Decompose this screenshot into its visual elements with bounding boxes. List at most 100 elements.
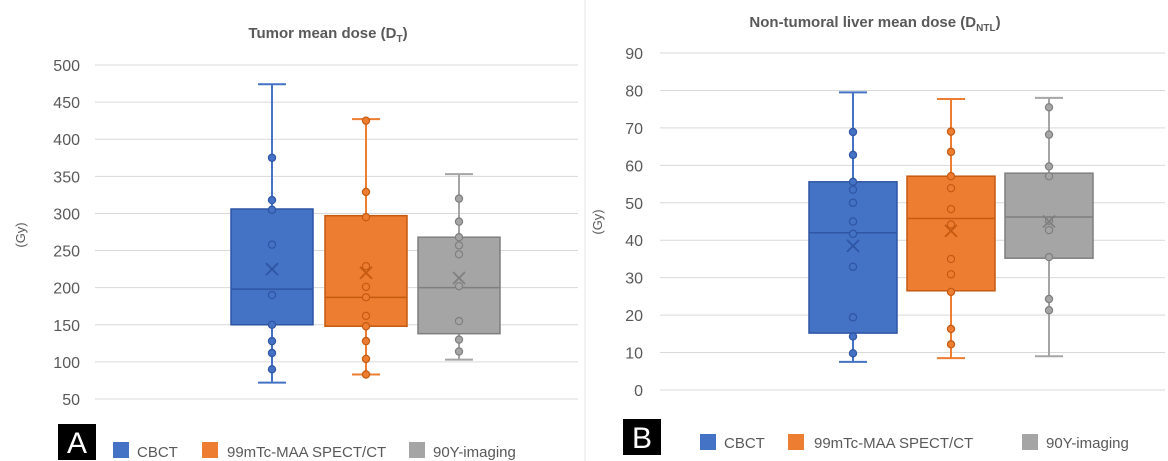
chart-a-90y-point (454, 281, 464, 291)
chart-a-maa-point (361, 261, 371, 271)
chart-a-maa-point (361, 116, 371, 125)
legend-b-cbct-label: CBCT (724, 435, 765, 452)
chart-a-maa-point (361, 282, 371, 292)
chart-b-maa-point (946, 324, 956, 334)
legend-b-cbct-swatch (700, 434, 716, 450)
chart-a-cbct-point (267, 153, 277, 162)
chart-b-ytick-label: 40 (625, 233, 643, 250)
chart-b-ytick-label: 20 (625, 308, 643, 325)
chart-a-maa-point (361, 354, 371, 364)
chart-a-cbct-point (267, 205, 277, 214)
panel-a-label-box (58, 424, 96, 460)
chart-a-maa-box-group (324, 116, 408, 379)
chart-b-maa-point (946, 287, 956, 297)
chart-b-cbct-point (848, 177, 858, 187)
chart-b-cbct-point (848, 332, 858, 341)
chart-b-title: Non-tumoral liver mean dose (DNTL) (749, 14, 1000, 34)
chart-b-ytick-label: 30 (625, 271, 643, 288)
legend-a-90y-swatch (409, 442, 425, 458)
chart-a-maa-point (361, 370, 371, 379)
chart-b-cbct-mean-marker (846, 239, 860, 253)
chart-a-cbct-point (267, 365, 277, 374)
chart-a-maa-point (361, 212, 371, 222)
chart-a-cbct-box (230, 208, 314, 326)
panel-b-label-box (623, 419, 661, 455)
chart-b-maa-point (946, 204, 956, 214)
chart-a-90y-point (454, 347, 464, 356)
chart-a-maa-mean-marker (359, 266, 373, 280)
chart-a-ytick-label: 100 (53, 355, 80, 372)
chart-a-maa-point (361, 336, 371, 346)
chart-b-90y-box (1004, 172, 1094, 259)
chart-a-plot (230, 83, 501, 384)
chart-a-90y-point (454, 241, 464, 250)
chart-a-cbct-point (267, 336, 277, 346)
chart-b-90y-point (1044, 306, 1054, 315)
chart-a-ytick-label: 150 (53, 318, 80, 335)
chart-b-ytick-label: 10 (625, 346, 643, 363)
chart-b-legend: CBCT 99mTc-MAA SPECT/CT 90Y-imaging (700, 434, 1129, 452)
legend-b-90y-swatch (1022, 434, 1038, 450)
chart-a-title: Tumor mean dose (DT) (248, 25, 407, 45)
chart-a-ytick-label: 50 (62, 392, 80, 409)
chart-b-cbct-point (848, 229, 858, 239)
chart-b-cbct-box (808, 181, 898, 334)
chart-b-90y-point (1044, 162, 1054, 171)
chart-b-90y-point (1044, 130, 1054, 139)
chart-b-cbct-point (848, 150, 858, 160)
chart-a-ytick-label: 400 (53, 132, 80, 149)
chart-b-90y-point (1044, 294, 1054, 304)
chart-b-90y-point (1044, 252, 1054, 262)
chart-b-maa-point (946, 147, 956, 157)
chart-a-90y-point (454, 335, 464, 344)
chart-a-cbct-point (267, 195, 277, 205)
chart-a-90y-mean-marker (452, 271, 466, 285)
chart-a-90y-point (454, 194, 464, 203)
chart-a-yaxis: 50 100 150 200 250 300 350 400 450 500 (53, 58, 80, 409)
chart-a-cbct-point (267, 240, 277, 249)
chart-b-maa-point (946, 220, 956, 229)
panel-a-label: A (67, 427, 87, 460)
chart-b-cbct-point (848, 217, 858, 226)
chart-a-maa-point (361, 311, 371, 321)
chart-a-ytick-label: 350 (53, 169, 80, 186)
legend-b-90y: 90Y-imaging (1022, 434, 1129, 452)
chart-b-cbct-box-group (808, 91, 898, 363)
panel-a: Tumor mean dose (DT) (Gy) 50 100 150 200 250… (13, 25, 578, 461)
chart-b-maa-point (946, 183, 956, 193)
chart-b-cbct-point (848, 262, 858, 272)
panel-b: Non-tumoral liver mean dose (DNTL) (Gy) … (590, 14, 1165, 455)
chart-b-maa-mean-marker (944, 224, 958, 238)
legend-a-maa-label: 99mTc-MAA SPECT/CT (227, 444, 386, 461)
chart-a-maa-box (324, 214, 408, 328)
chart-b-maa-point (946, 340, 956, 349)
chart-b-yaxis: 0 10 20 30 40 50 60 70 80 90 (625, 46, 643, 400)
legend-b-maa-swatch (788, 434, 804, 450)
chart-a-cbct-point (267, 320, 277, 329)
chart-b-maa-point (946, 127, 956, 136)
chart-b-ytick-label: 0 (634, 383, 643, 400)
chart-a-maa-point (361, 322, 371, 331)
legend-a-cbct-swatch (113, 442, 129, 458)
legend-a-90y-label: 90Y-imaging (433, 444, 516, 461)
legend-a-maa-swatch (202, 442, 218, 458)
chart-a-cbct-point (267, 290, 277, 300)
chart-b-ytick-label: 90 (625, 46, 643, 63)
chart-a-cbct-point (267, 348, 277, 358)
chart-a-ylabel: (Gy) (13, 222, 28, 247)
chart-b-ytick-label: 50 (625, 196, 643, 213)
chart-a-legend: CBCT 99mTc-MAA SPECT/CT 90Y-imaging (113, 442, 516, 461)
legend-a-cbct: CBCT (113, 442, 178, 461)
chart-b-90y-point (1044, 225, 1054, 235)
chart-b-maa-point (946, 254, 956, 264)
chart-a-maa-point (361, 187, 371, 197)
chart-a-90y-point (454, 316, 464, 326)
chart-a-ytick-label: 200 (53, 281, 80, 298)
chart-a-90y-point (454, 217, 464, 226)
chart-b-cbct-point (848, 313, 858, 322)
chart-a-ytick-label: 500 (53, 58, 80, 75)
legend-b-maa: 99mTc-MAA SPECT/CT (788, 434, 973, 452)
chart-b-90y-point (1044, 171, 1054, 181)
chart-b-maa-point (946, 270, 956, 279)
